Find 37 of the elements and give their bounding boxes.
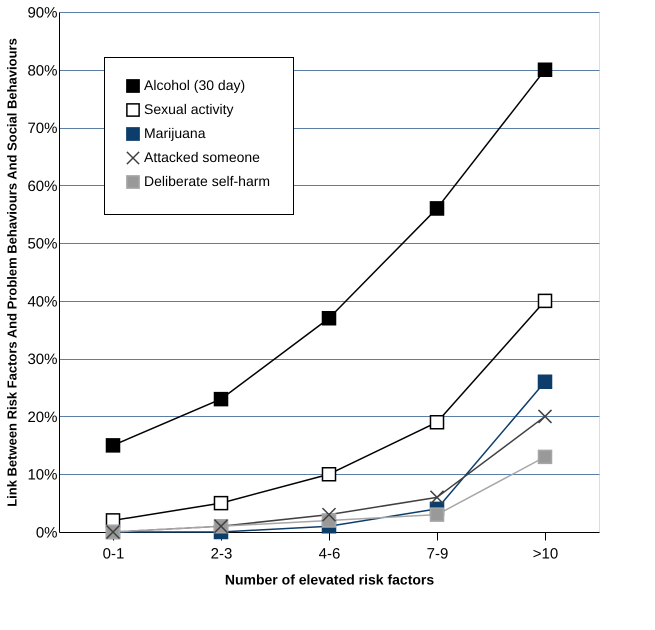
y-tick-label: 50% bbox=[27, 236, 58, 253]
point bbox=[214, 392, 228, 406]
legend-label: Attacked someone bbox=[144, 149, 260, 165]
x-tick-label: 7-9 bbox=[426, 546, 448, 562]
y-tick-label: 70% bbox=[27, 120, 58, 138]
point bbox=[322, 466, 336, 482]
y-tick-label: 10% bbox=[27, 466, 58, 484]
point bbox=[538, 450, 552, 464]
point bbox=[538, 374, 552, 390]
y-tick-label: 40% bbox=[27, 293, 58, 310]
x-tick-label: 0-1 bbox=[102, 546, 124, 562]
y-tick-label: 80% bbox=[27, 62, 58, 80]
y-tick-label: 30% bbox=[27, 351, 58, 368]
x-axis-title: Number of elevated risk factors bbox=[224, 572, 434, 588]
y-axis-title: Link Between Risk Factors And Problem Behaviours And Social Behaviours bbox=[4, 38, 20, 507]
legend-label: Alcohol (30 day) bbox=[144, 77, 246, 93]
point bbox=[430, 490, 444, 505]
x-tick-label: >10 bbox=[532, 546, 558, 562]
point bbox=[430, 201, 444, 216]
legend-label: Sexual activity bbox=[144, 101, 234, 117]
point bbox=[538, 62, 552, 78]
point bbox=[106, 438, 120, 453]
legend-label: Deliberate self-harm bbox=[144, 173, 270, 189]
x-tick-label: 4-6 bbox=[318, 546, 340, 562]
y-tick-label: 20% bbox=[27, 408, 58, 426]
point bbox=[322, 310, 336, 326]
y-tick-label: 90% bbox=[27, 4, 58, 22]
point bbox=[538, 294, 552, 308]
point bbox=[322, 507, 336, 522]
point bbox=[430, 507, 444, 522]
y-tick-label: 60% bbox=[27, 178, 58, 195]
x-tick-label: 2-3 bbox=[210, 546, 232, 562]
point bbox=[538, 409, 552, 424]
point bbox=[430, 414, 444, 430]
y-tick-label: 0% bbox=[36, 524, 58, 542]
legend-label: Marijuana bbox=[144, 125, 206, 141]
point bbox=[214, 496, 228, 510]
